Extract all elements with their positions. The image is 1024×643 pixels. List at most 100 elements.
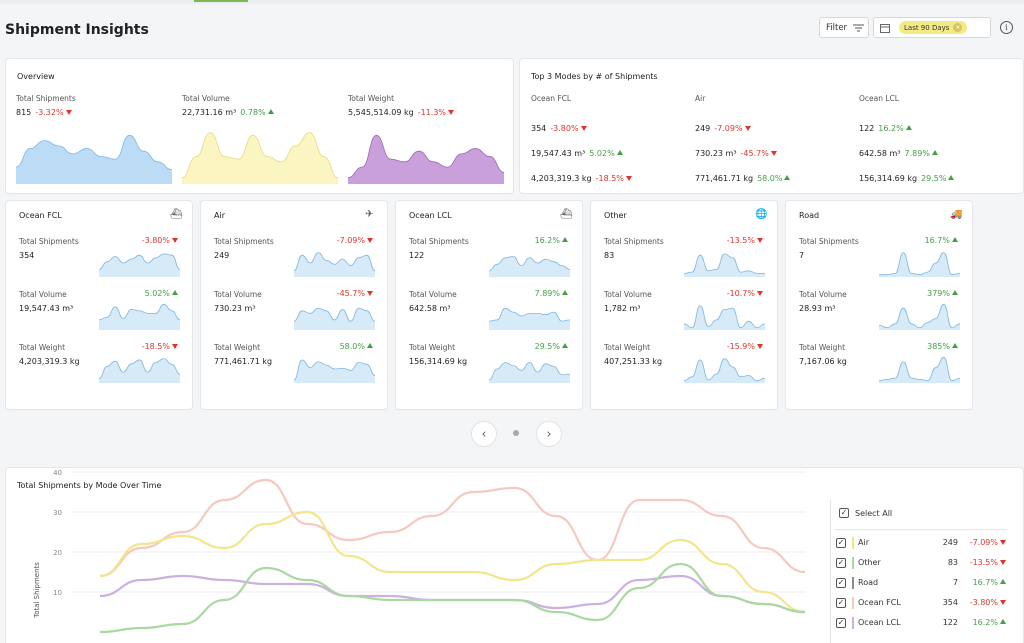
mode-metric-value: 7 xyxy=(799,251,805,260)
series-line-ocean-fcl[interactable] xyxy=(99,478,806,578)
overview-card: Overview Total Shipments 815 -3.32% Total V… xyxy=(5,58,514,194)
select-all-checkbox[interactable]: ✓ xyxy=(839,508,849,518)
mode-metric-value: 1,782 m³ xyxy=(604,304,641,313)
legend-checkbox[interactable]: ✓ xyxy=(836,598,846,608)
mode-metric-change-value: 7.89% xyxy=(534,289,560,298)
date-range-picker[interactable]: Last 90 Days ✕ xyxy=(873,17,991,38)
mode-metric-change-value: -15.9% xyxy=(726,342,755,351)
mode-metric-change-value: -45.7% xyxy=(336,289,365,298)
trend-down-icon xyxy=(367,238,373,243)
top-mode-metric-value: 642.58 m³ xyxy=(859,149,901,158)
trend-down-icon xyxy=(757,238,763,243)
next-page-button[interactable]: › xyxy=(536,421,562,447)
mode-metric-change: 5.02% xyxy=(145,289,178,298)
overview-title: Overview xyxy=(17,72,55,81)
top-mode-metric-row: 354 -3.80% xyxy=(531,124,587,133)
top-mode-change-value: 5.02% xyxy=(589,149,615,158)
top-mode-metric-change: -45.7% xyxy=(741,149,777,158)
mode-metric-sparkline xyxy=(489,256,570,277)
mode-card-air[interactable]: Air ✈ Total Shipments 249 -7.09% Total Volume… xyxy=(200,200,388,410)
mode-metric-change-value: -3.80% xyxy=(141,236,170,245)
mode-metric-sparkline xyxy=(99,303,180,330)
legend-checkbox[interactable]: ✓ xyxy=(836,558,846,568)
legend-checkbox[interactable]: ✓ xyxy=(836,578,846,588)
legend-change: -3.80% xyxy=(970,598,1006,607)
mode-metric-value: 642.58 m³ xyxy=(409,304,451,313)
trend-up-icon xyxy=(931,150,938,155)
page-indicator-dot[interactable] xyxy=(513,430,519,436)
legend-item-road[interactable]: ✓ Road 7 16.7% xyxy=(836,576,1008,594)
top-mode-metric-row: 122 16.2% xyxy=(859,124,912,133)
mode-metric-label: Total Volume xyxy=(409,290,457,299)
info-icon[interactable]: i xyxy=(1000,21,1013,34)
mode-metric-change-value: 385% xyxy=(927,342,950,351)
series-line-other[interactable] xyxy=(99,562,806,634)
mode-metric-sparkline xyxy=(684,305,765,330)
legend-item-ocean-fcl[interactable]: ✓ Ocean FCL 354 -3.80% xyxy=(836,596,1008,614)
legend-checkbox[interactable]: ✓ xyxy=(836,538,846,548)
mode-card-road[interactable]: Road 🚚 Total Shipments 7 16.7% Total Volume 28… xyxy=(785,200,973,410)
filter-button[interactable]: Filter xyxy=(819,17,869,38)
mode-metric-value: 730.23 m³ xyxy=(214,304,256,313)
top-mode-metric-value: 771,461.71 kg xyxy=(695,174,754,183)
trend-up-icon xyxy=(1000,619,1006,624)
legend-item-other[interactable]: ✓ Other 83 -13.5% xyxy=(836,556,1008,574)
series-line-air[interactable] xyxy=(99,510,806,614)
clear-date-icon[interactable]: ✕ xyxy=(953,23,963,32)
top-modes-title: Top 3 Modes by # of Shipments xyxy=(531,72,658,81)
mode-metric-sparkline xyxy=(294,307,375,330)
date-range-chip[interactable]: Last 90 Days ✕ xyxy=(899,21,968,34)
mode-metric-change: -45.7% xyxy=(337,289,373,298)
legend-item-ocean-lcl[interactable]: ✓ Ocean LCL 122 16.2% xyxy=(836,616,1008,634)
mode-card-ocean-fcl[interactable]: Ocean FCL ⛴ Total Shipments 354 -3.80% Total … xyxy=(5,200,193,410)
trend-down-icon xyxy=(172,238,178,243)
mode-metric-change: 16.7% xyxy=(925,236,958,245)
trend-up-icon xyxy=(952,237,958,242)
chart-legend-panel: ✓ Select All xyxy=(830,500,1008,643)
mode-metric-sparkline xyxy=(684,253,765,277)
legend-item-air[interactable]: ✓ Air 249 -7.09% xyxy=(836,536,1008,554)
overview-metric-value-row: 815 -3.32% xyxy=(16,108,72,117)
legend-count: 249 xyxy=(942,538,958,547)
trend-up-icon xyxy=(562,343,568,348)
legend-label: Air xyxy=(858,538,869,547)
top-mode-metric-change: 7.89% xyxy=(905,149,938,158)
trend-up-icon xyxy=(905,125,912,130)
mode-metric-change: 7.89% xyxy=(535,289,568,298)
legend-change: 16.2% xyxy=(973,618,1006,627)
date-range-label: Last 90 Days xyxy=(904,23,950,32)
trend-up-icon xyxy=(267,109,274,114)
y-tick-label: 30 xyxy=(53,509,62,517)
trend-chart-title: Total Shipments by Mode Over Time xyxy=(17,481,162,490)
trend-down-icon xyxy=(172,344,178,349)
legend-change: -13.5% xyxy=(970,558,1006,567)
top-mode-metric-value: 354 xyxy=(531,124,547,133)
mode-card-ocean-lcl[interactable]: Ocean LCL ⛴ Total Shipments 122 16.2% Total V… xyxy=(395,200,583,410)
mode-metric-label: Total Volume xyxy=(214,290,262,299)
mode-metric-change: -3.80% xyxy=(142,236,178,245)
chevron-right-icon: › xyxy=(546,426,552,442)
mode-metric-value: 4,203,319.3 kg xyxy=(19,357,80,366)
mode-metric-change-value: 16.7% xyxy=(924,236,950,245)
overview-metric-value: 5,545,514.09 kg xyxy=(348,108,414,117)
trend-down-icon xyxy=(1000,560,1006,565)
trend-up-icon xyxy=(616,150,623,155)
mode-metric-change: -18.5% xyxy=(142,342,178,351)
top-mode-metric-row: 19,547.43 m³ 5.02% xyxy=(531,149,623,158)
page-title: Shipment Insights xyxy=(5,22,149,38)
series-line-ocean-lcl[interactable] xyxy=(99,574,806,614)
top-mode-name: Ocean FCL xyxy=(531,94,572,103)
mode-metric-change-value: 5.02% xyxy=(144,289,170,298)
top-mode-metric-value: 156,314.69 kg xyxy=(859,174,918,183)
legend-change-value: -7.09% xyxy=(969,538,998,547)
trend-down-icon xyxy=(1000,600,1006,605)
legend-checkbox[interactable]: ✓ xyxy=(836,618,846,628)
mode-metric-label: Total Shipments xyxy=(409,237,469,246)
mode-metric-sparkline xyxy=(99,253,180,277)
overview-metric-change: 0.78% xyxy=(240,108,274,117)
mode-metric-sparkline xyxy=(879,252,960,277)
prev-page-button[interactable]: ‹ xyxy=(471,421,497,447)
mode-metric-value: 354 xyxy=(19,251,35,260)
top-mode-change-value: 7.89% xyxy=(904,149,930,158)
mode-card-other[interactable]: Other 🌐 Total Shipments 83 -13.5% Total Volum… xyxy=(590,200,778,410)
